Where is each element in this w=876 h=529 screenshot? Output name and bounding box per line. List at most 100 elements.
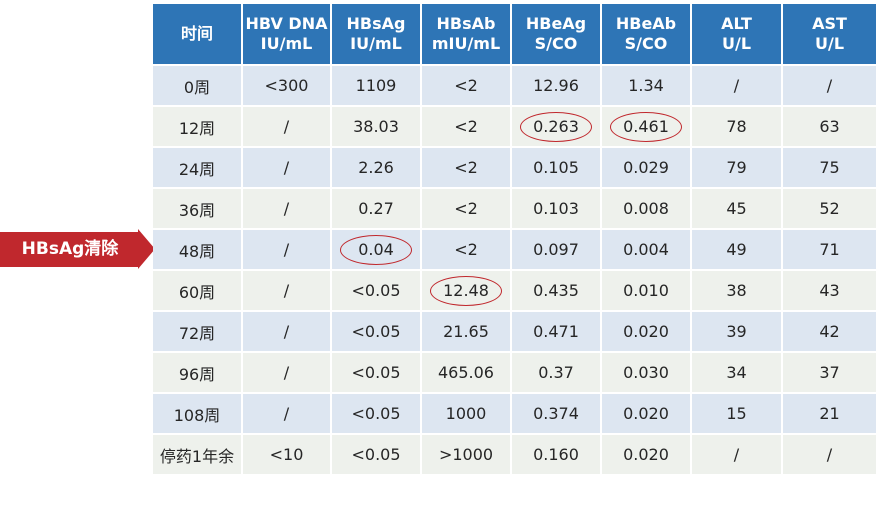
table-cell-hbeag: 0.471 — [511, 310, 602, 352]
table-cell-hbeab: 0.020 — [601, 392, 692, 434]
table-cell-hbsag: 1109 — [331, 64, 422, 106]
table-cell-hbeab: 0.010 — [601, 269, 692, 311]
table-cell-hbv-dna: / — [242, 105, 332, 147]
lab-results-table-container: 时间 HBV DNA IU/mL HBsAg IU/mL HBsAb mIU/mL HB… — [153, 4, 876, 474]
table-cell-ast: 71 — [782, 228, 876, 270]
table-cell-hbsag: <0.05 — [331, 351, 422, 393]
table-cell-hbsag: 0.27 — [331, 187, 422, 229]
table-cell-hbeag: 12.96 — [511, 64, 602, 106]
table-cell-time: 96周 — [153, 351, 243, 393]
table-row: 0周 <300 1109 <2 12.96 1.34// — [153, 64, 876, 106]
table-cell-hbeab: 0.030 — [601, 351, 692, 393]
table-cell-ast: / — [782, 64, 876, 106]
table-cell-time: 12周 — [153, 105, 243, 147]
table-cell-hbeab: 0.029 — [601, 146, 692, 188]
table-cell-alt: 15 — [691, 392, 783, 434]
table-row: 96周 / <0.05 465.06 0.37 0.030 34 37 — [153, 351, 876, 393]
highlighted-value: 0.04 — [340, 234, 412, 265]
table-cell-hbsab: 1000 — [421, 392, 512, 434]
highlight-circle — [430, 275, 502, 306]
table-cell-hbsab: 21.65 — [421, 310, 512, 352]
table-cell-time: 0周 — [153, 64, 243, 106]
hbsag-clearance-label: HBsAg清除 — [21, 239, 119, 259]
table-row: 12周/38.03 <2 0.263 0.461 78 63 — [153, 105, 876, 147]
table-cell-hbsab: <2 — [421, 187, 512, 229]
table-cell-hbv-dna: / — [242, 351, 332, 393]
table-cell-hbsag: <0.05 — [331, 310, 422, 352]
arrow-right-icon — [138, 229, 155, 269]
arrow-body — [0, 232, 138, 267]
table-cell-hbeab: 0.461 — [601, 105, 692, 147]
column-header-ast: AST U/L — [782, 4, 876, 65]
table-cell-ast: 42 — [782, 310, 876, 352]
column-header-time: 时间 — [153, 4, 243, 65]
highlight-circle — [340, 234, 412, 265]
column-header-hbeab: HBeAb S/CO — [601, 4, 692, 65]
table-cell-hbeag: 0.435 — [511, 269, 602, 311]
table-cell-hbsab: <2 — [421, 64, 512, 106]
table-cell-hbsab: 12.48 — [421, 269, 512, 311]
table-cell-hbsab: <2 — [421, 105, 512, 147]
column-header-hbv-dna: HBV DNA IU/mL — [242, 4, 332, 65]
table-cell-time: 48周 — [153, 228, 243, 270]
table-row: 108周 / <0.05 1000 0.374 0.020 15 21 — [153, 392, 876, 434]
table-cell-hbeab: 0.020 — [601, 433, 692, 474]
highlighted-value: 0.263 — [520, 111, 592, 142]
table-cell-hbsab: >1000 — [421, 433, 512, 474]
lab-results-table: 时间 HBV DNA IU/mL HBsAg IU/mL HBsAb mIU/mL HB… — [153, 4, 876, 474]
table-cell-hbsag: <0.05 — [331, 433, 422, 474]
table-cell-hbsag: 2.26 — [331, 146, 422, 188]
table-cell-hbv-dna: / — [242, 392, 332, 434]
table-cell-ast: 52 — [782, 187, 876, 229]
table-cell-alt: 39 — [691, 310, 783, 352]
table-cell-hbv-dna: / — [242, 228, 332, 270]
column-header-hbsag: HBsAg IU/mL — [331, 4, 422, 65]
table-cell-hbeag: 0.374 — [511, 392, 602, 434]
table-cell-ast: 21 — [782, 392, 876, 434]
table-cell-hbv-dna: <10 — [242, 433, 332, 474]
table-cell-hbeab: 0.008 — [601, 187, 692, 229]
table-cell-hbv-dna: / — [242, 146, 332, 188]
table-cell-hbeab: 0.004 — [601, 228, 692, 270]
table-cell-hbsab: 465.06 — [421, 351, 512, 393]
table-cell-ast: 43 — [782, 269, 876, 311]
table-cell-time: 停药1年余 — [153, 433, 243, 474]
table-cell-time: 108周 — [153, 392, 243, 434]
column-header-alt: ALT U/L — [691, 4, 783, 65]
table-row: 72周 / <0.05 21.65 0.471 0.020 39 42 — [153, 310, 876, 352]
table-row: 24周/2.26 <2 0.105 0.029 79 75 — [153, 146, 876, 188]
table-row: 48周/ 0.04 <2 0.097 0.004 49 71 — [153, 228, 876, 270]
table-cell-ast: 63 — [782, 105, 876, 147]
highlight-circle — [610, 111, 682, 142]
column-header-hbeag: HBeAg S/CO — [511, 4, 602, 65]
table-cell-hbsag: 0.04 — [331, 228, 422, 270]
table-cell-hbeab: 1.34 — [601, 64, 692, 106]
table-row: 停药1年余 <10 <0.05 >1000 0.160 0.020// — [153, 433, 876, 474]
table-cell-hbsag: <0.05 — [331, 392, 422, 434]
table-cell-alt: 79 — [691, 146, 783, 188]
column-header-hbsab: HBsAb mIU/mL — [421, 4, 512, 65]
table-cell-hbeag: 0.105 — [511, 146, 602, 188]
hbsag-clearance-arrow: HBsAg清除 — [0, 229, 155, 269]
table-cell-ast: 75 — [782, 146, 876, 188]
table-cell-alt: 78 — [691, 105, 783, 147]
highlighted-value: 12.48 — [430, 275, 502, 306]
table-cell-hbeag: 0.097 — [511, 228, 602, 270]
table-cell-hbsag: <0.05 — [331, 269, 422, 311]
table-cell-hbv-dna: <300 — [242, 64, 332, 106]
table-cell-hbeag: 0.263 — [511, 105, 602, 147]
table-cell-alt: 38 — [691, 269, 783, 311]
table-cell-alt: 34 — [691, 351, 783, 393]
table-cell-alt: 45 — [691, 187, 783, 229]
table-cell-hbsab: <2 — [421, 146, 512, 188]
table-cell-time: 36周 — [153, 187, 243, 229]
table-body: 0周 <300 1109 <2 12.96 1.34//12周/38.03 <2 0.263 0… — [153, 64, 876, 474]
table-cell-alt: / — [691, 433, 783, 474]
table-cell-time: 24周 — [153, 146, 243, 188]
table-cell-alt: / — [691, 64, 783, 106]
table-cell-hbsag: 38.03 — [331, 105, 422, 147]
table-cell-hbv-dna: / — [242, 187, 332, 229]
table-cell-hbv-dna: / — [242, 310, 332, 352]
table-cell-hbeab: 0.020 — [601, 310, 692, 352]
table-cell-hbv-dna: / — [242, 269, 332, 311]
